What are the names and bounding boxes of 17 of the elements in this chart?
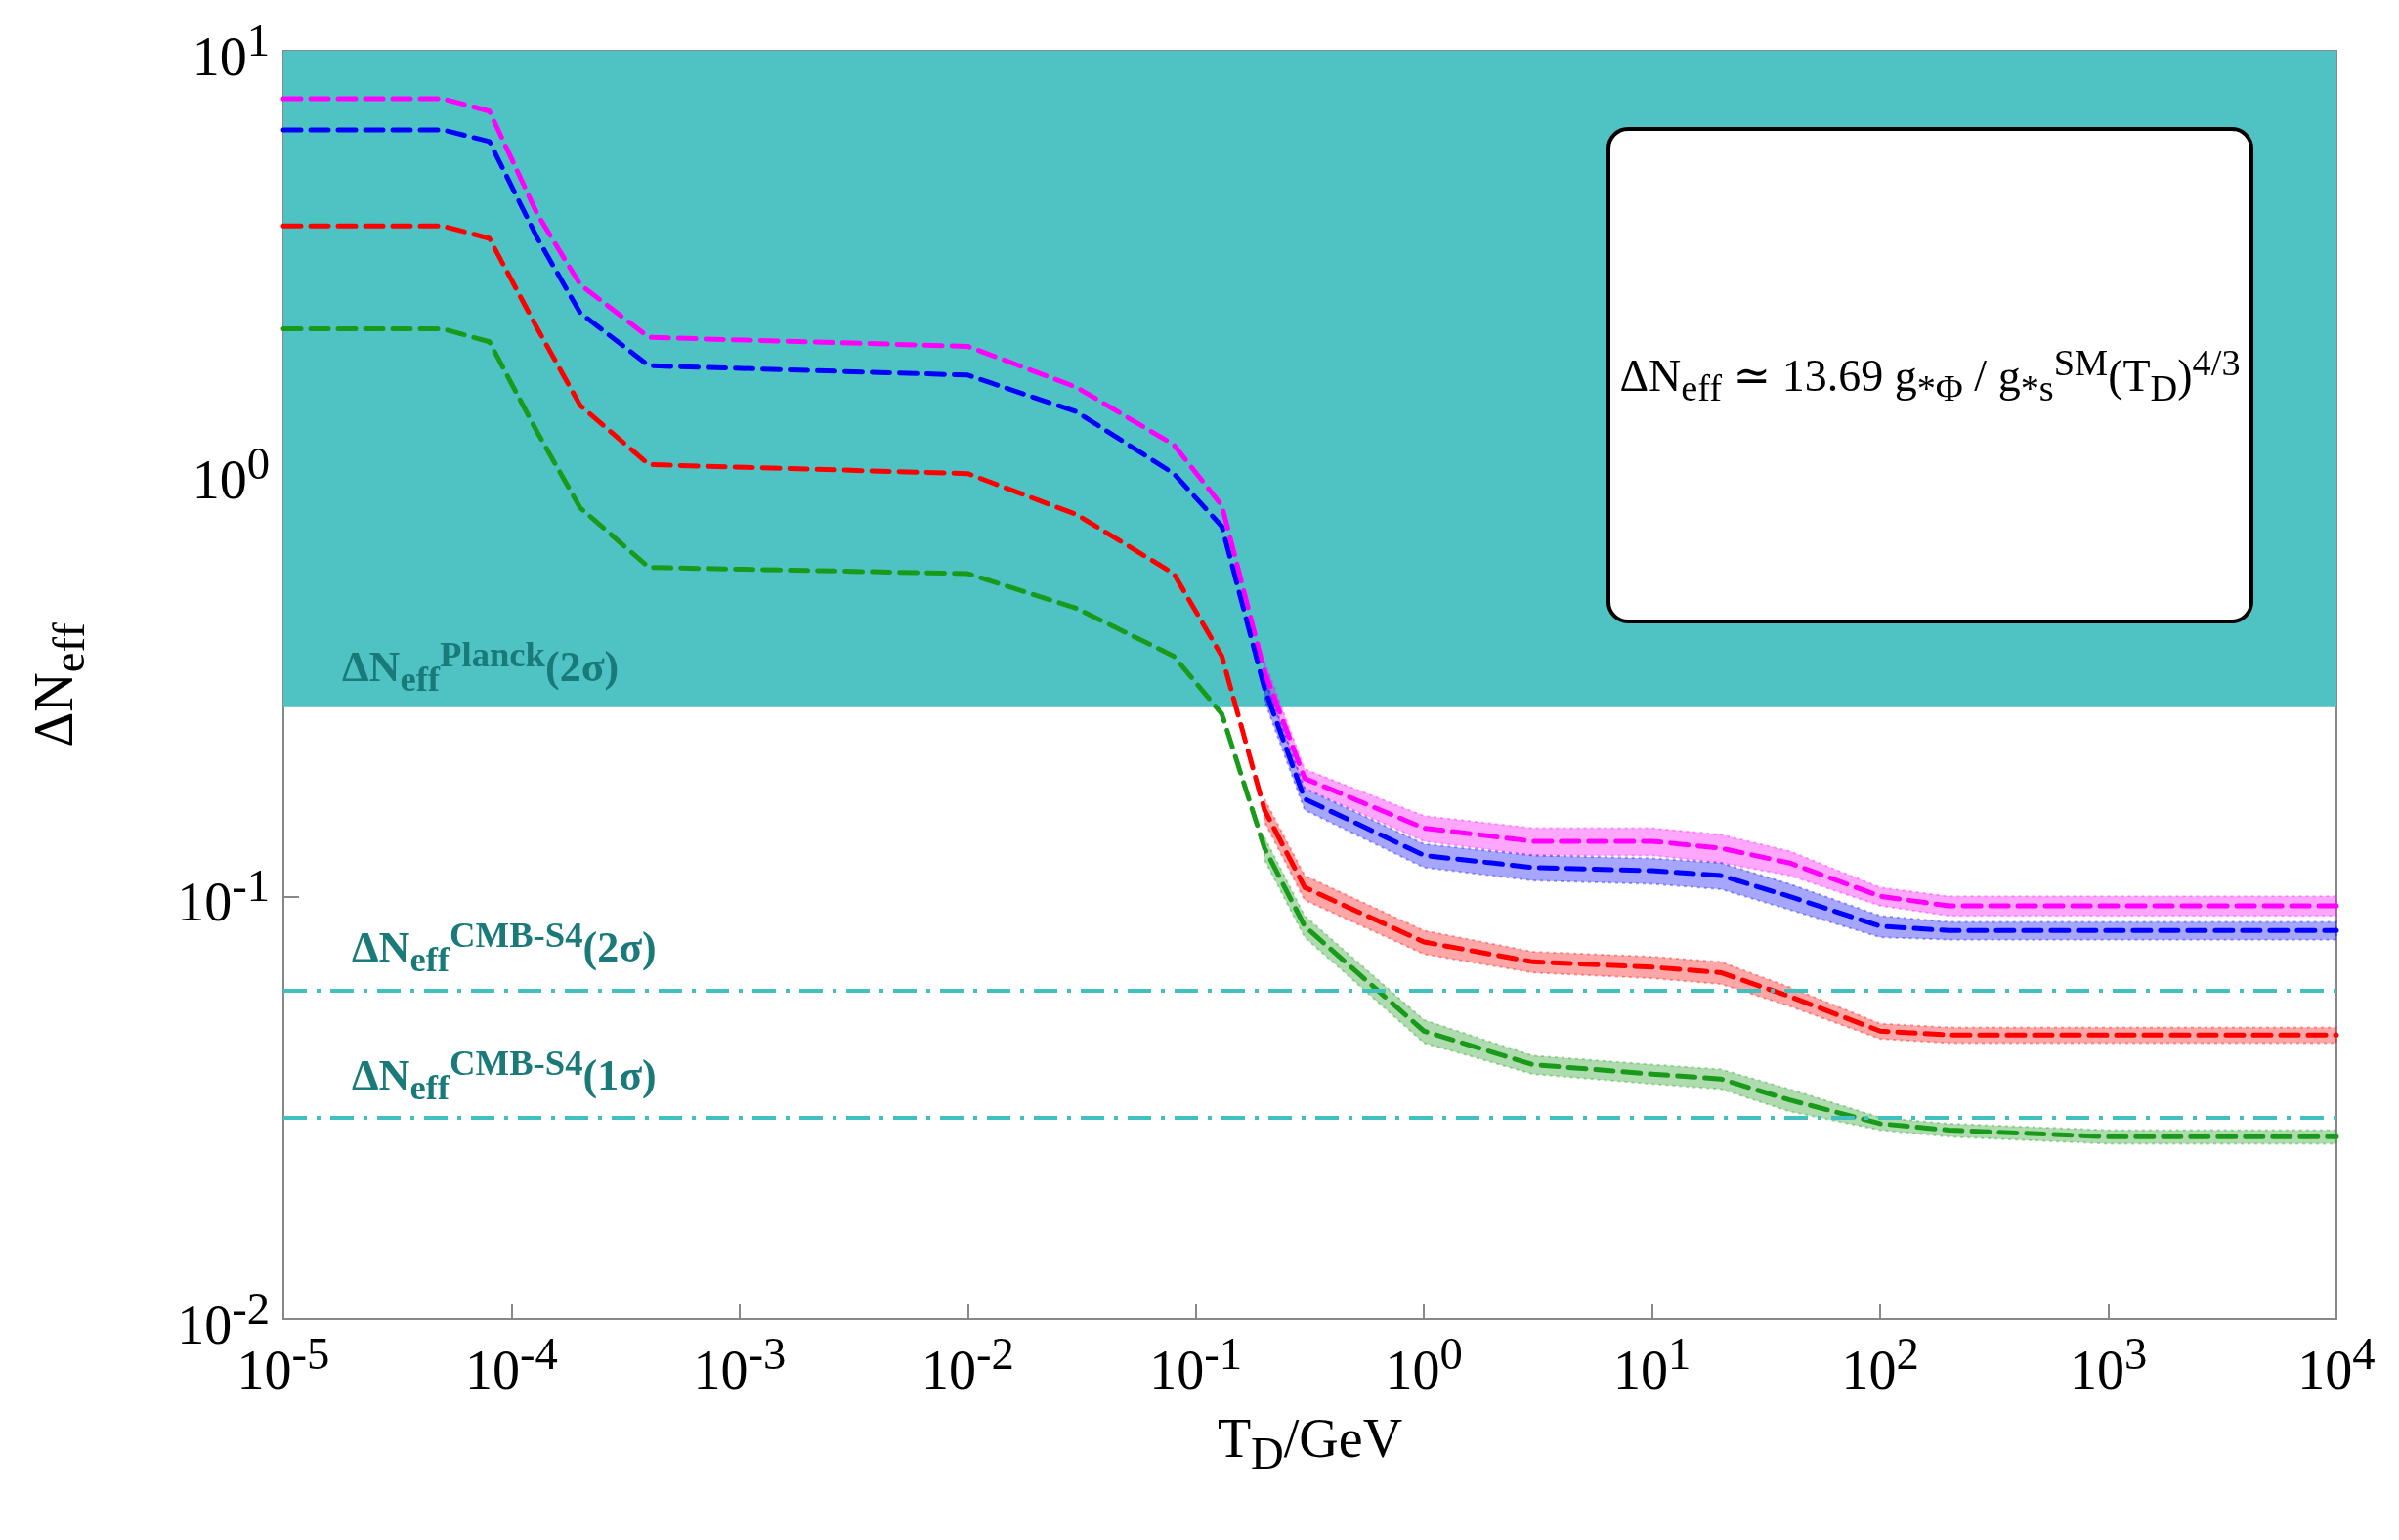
x-tick-label: 10$^{3}$ <box>2069 1327 2148 1401</box>
band-label: ΔN$_{eff}$$^{Planck}$(2σ) <box>342 632 620 700</box>
x-tick-label: 10$^{-4}$ <box>465 1327 558 1401</box>
y-tick-label: 10$^{-1}$ <box>177 859 270 934</box>
ref-line-label: ΔN$_{eff}$$^{CMB-S4}$(2σ) <box>352 913 657 981</box>
x-tick-label: 10$^{1}$ <box>1612 1327 1692 1401</box>
x-axis-title: T$_{D}$/GeV <box>1217 1407 1403 1480</box>
x-tick-label: 10$^{2}$ <box>1841 1327 1919 1401</box>
x-tick-label: 10$^{0}$ <box>1385 1327 1463 1401</box>
x-tick-label: 10$^{4}$ <box>2297 1327 2376 1401</box>
x-tick-label: 10$^{-1}$ <box>1149 1327 1243 1401</box>
text: ΔN$_{eff}$ ≃ 13.69 g$_{*Φ}$ / g$_{*s}$$^{SM}$(T$_{D}$)$^{4/3}$ <box>1619 341 2241 409</box>
x-tick-label: 10$^{-2}$ <box>921 1327 1014 1401</box>
y-tick-label: 10$^{0}$ <box>192 436 270 511</box>
ref-line-label: ΔN$_{eff}$$^{CMB-S4}$(1σ) <box>352 1041 657 1108</box>
y-tick-label: 10$^{1}$ <box>192 14 270 88</box>
x-tick-label: 10$^{-3}$ <box>693 1327 787 1401</box>
